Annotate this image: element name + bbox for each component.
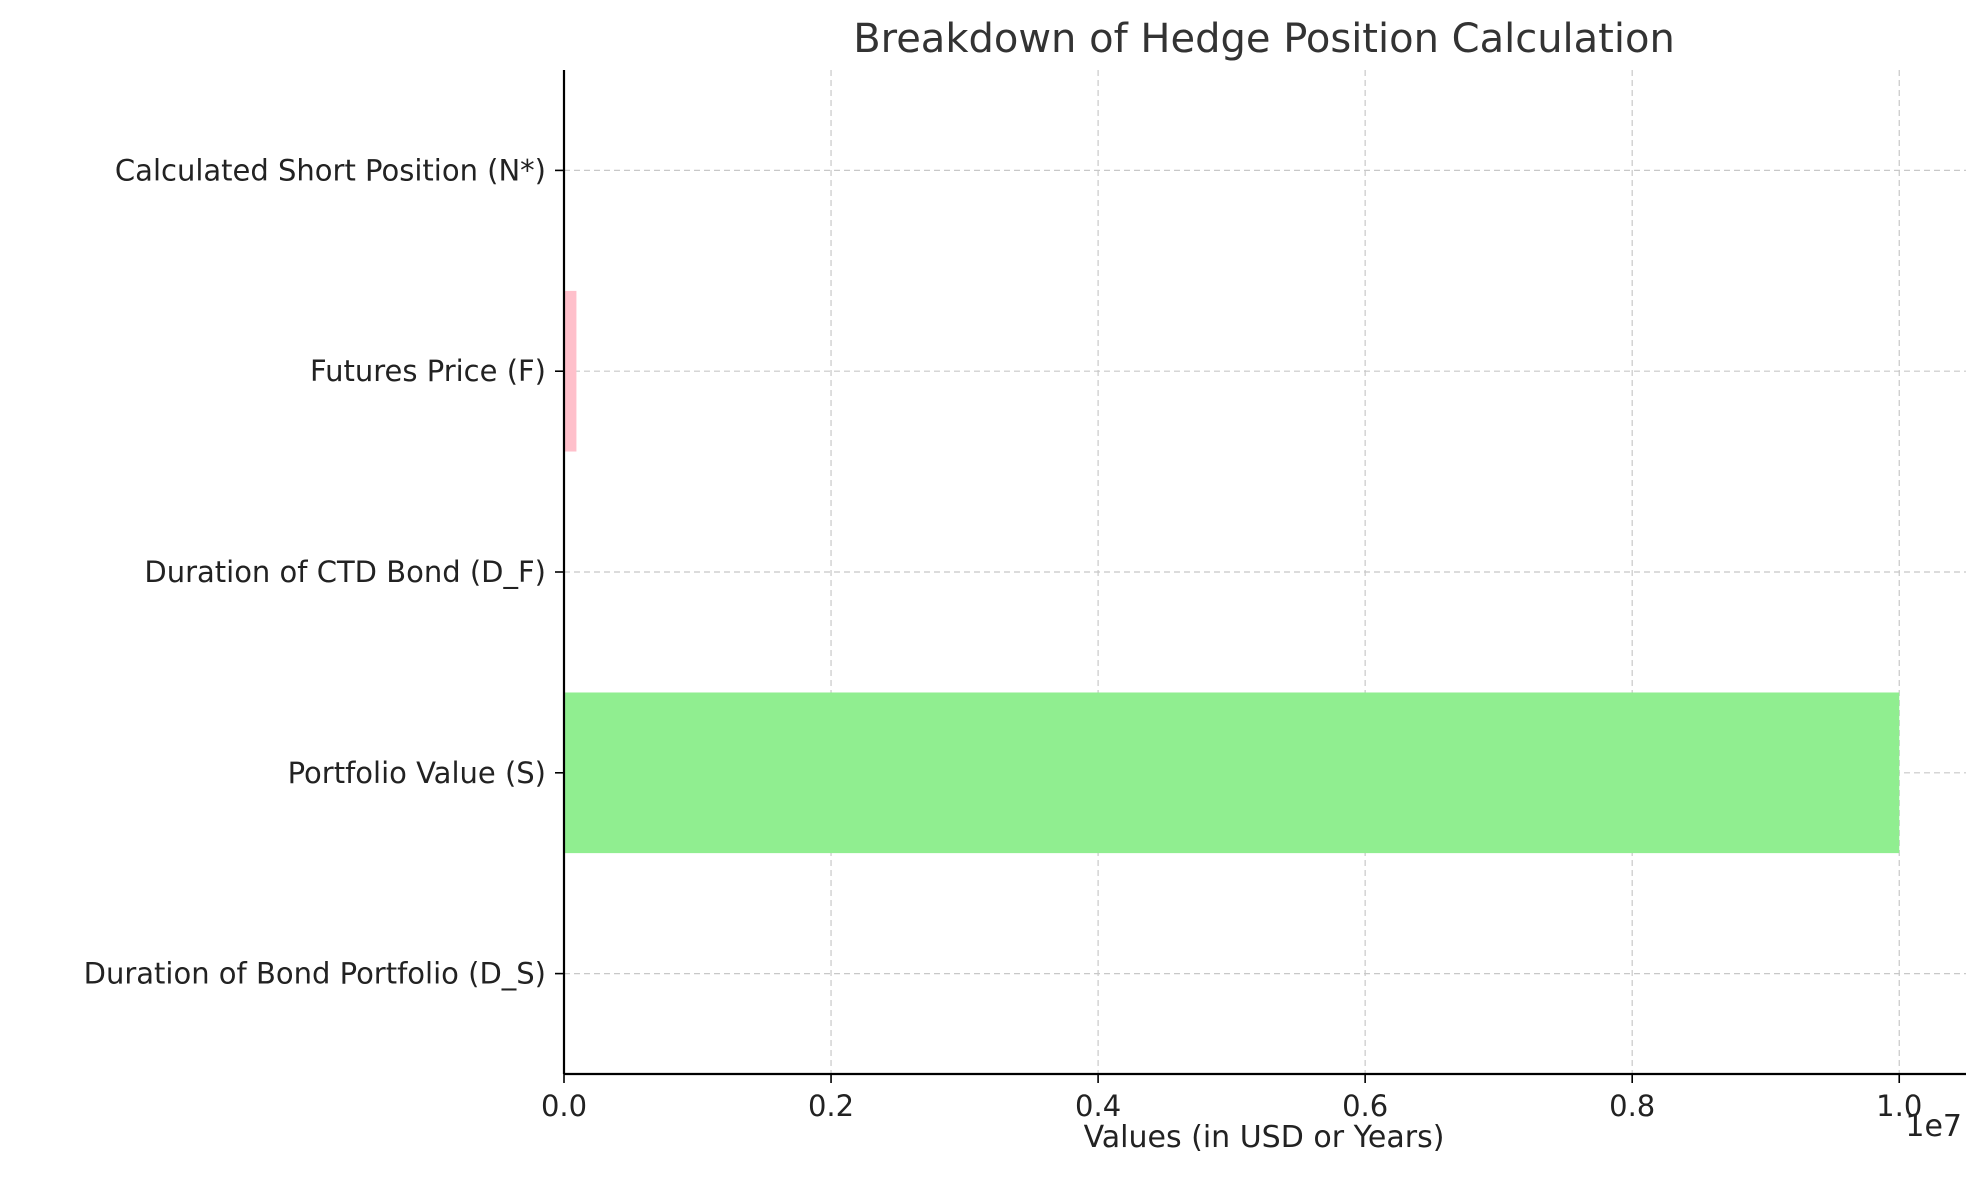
bar-4 (564, 291, 576, 452)
bar-2 (564, 692, 1899, 853)
x-tick-label: 0.4 (1075, 1089, 1121, 1123)
y-tick-label: Duration of Bond Portfolio (D_S) (84, 957, 546, 991)
grid-lines (564, 70, 1966, 1074)
y-tick-label: Futures Price (F) (310, 354, 546, 388)
y-tick-label: Portfolio Value (S) (288, 756, 546, 790)
x-tick-label: 0.0 (541, 1089, 587, 1123)
y-tick-label: Duration of CTD Bond (D_F) (144, 555, 546, 589)
chart-title: Breakdown of Hedge Position Calculation (853, 16, 1675, 62)
x-axis-label: Values (in USD or Years) (1084, 1120, 1445, 1155)
x-tick-label: 0.2 (808, 1089, 854, 1123)
x-tick-label: 0.6 (1342, 1089, 1388, 1123)
y-tick-label: Calculated Short Position (N*) (115, 153, 546, 187)
x-tick-label: 0.8 (1609, 1089, 1655, 1123)
x-axis-offset-label: 1e7 (1905, 1109, 1962, 1144)
